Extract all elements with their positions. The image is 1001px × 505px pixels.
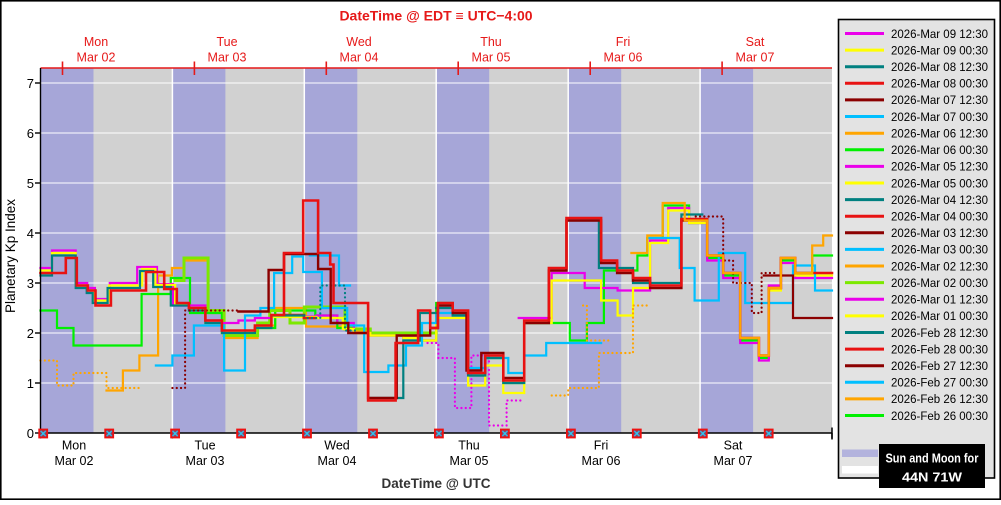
svg-text:Thu: Thu (458, 439, 480, 453)
svg-text:2026-Mar 07 00:30: 2026-Mar 07 00:30 (891, 110, 988, 124)
svg-text:2026-Mar 03 00:30: 2026-Mar 03 00:30 (891, 243, 988, 257)
svg-text:2026-Mar 06 00:30: 2026-Mar 06 00:30 (891, 143, 988, 157)
svg-text:4: 4 (27, 226, 34, 241)
svg-text:Mar 02: Mar 02 (55, 454, 94, 468)
svg-text:2026-Mar 08 12:30: 2026-Mar 08 12:30 (891, 60, 988, 74)
svg-text:Fri: Fri (594, 439, 609, 453)
svg-text:2026-Feb 27 12:30: 2026-Feb 27 12:30 (891, 359, 988, 373)
svg-text:44N 71W: 44N 71W (902, 470, 963, 485)
svg-text:Mar 03: Mar 03 (186, 454, 225, 468)
svg-text:Sat: Sat (724, 439, 743, 453)
svg-text:2026-Feb 28 00:30: 2026-Feb 28 00:30 (891, 342, 988, 356)
svg-text:Mar 07: Mar 07 (714, 454, 753, 468)
svg-text:2026-Feb 26 00:30: 2026-Feb 26 00:30 (891, 409, 988, 423)
svg-text:2026-Mar 08 00:30: 2026-Mar 08 00:30 (891, 77, 988, 91)
svg-text:Mar 06: Mar 06 (582, 454, 621, 468)
svg-text:DateTime @ UTC: DateTime @ UTC (382, 476, 491, 491)
svg-text:1: 1 (27, 376, 34, 391)
svg-text:2026-Mar 02 12:30: 2026-Mar 02 12:30 (891, 259, 988, 273)
svg-text:Sat: Sat (746, 35, 765, 49)
svg-text:2026-Mar 04 00:30: 2026-Mar 04 00:30 (891, 210, 988, 224)
svg-text:2026-Feb 27 00:30: 2026-Feb 27 00:30 (891, 376, 988, 390)
svg-text:Tue: Tue (216, 35, 237, 49)
svg-text:2026-Feb 28 12:30: 2026-Feb 28 12:30 (891, 326, 988, 340)
svg-text:2026-Mar 04 12:30: 2026-Mar 04 12:30 (891, 193, 988, 207)
svg-text:Wed: Wed (346, 35, 372, 49)
svg-text:Sun and Moon for: Sun and Moon for (886, 451, 979, 466)
svg-text:Mar 05: Mar 05 (472, 51, 511, 65)
svg-text:0: 0 (27, 426, 34, 441)
svg-text:Mar 05: Mar 05 (450, 454, 489, 468)
svg-text:Mar 03: Mar 03 (208, 51, 247, 65)
svg-text:2026-Mar 01 12:30: 2026-Mar 01 12:30 (891, 293, 988, 307)
svg-text:5: 5 (27, 176, 34, 191)
svg-text:2: 2 (27, 326, 34, 341)
svg-text:Mar 04: Mar 04 (318, 454, 357, 468)
svg-text:Mar 07: Mar 07 (736, 51, 775, 65)
svg-text:2026-Mar 01 00:30: 2026-Mar 01 00:30 (891, 309, 988, 323)
svg-text:2026-Mar 09 12:30: 2026-Mar 09 12:30 (891, 27, 988, 41)
svg-text:2026-Mar 02 00:30: 2026-Mar 02 00:30 (891, 276, 988, 290)
svg-text:2026-Mar 05 00:30: 2026-Mar 05 00:30 (891, 176, 988, 190)
svg-text:2026-Mar 06 12:30: 2026-Mar 06 12:30 (891, 127, 988, 141)
svg-text:7: 7 (27, 76, 34, 91)
svg-text:6: 6 (27, 126, 34, 141)
svg-text:Wed: Wed (324, 439, 350, 453)
svg-text:Mar 06: Mar 06 (604, 51, 643, 65)
svg-text:3: 3 (27, 276, 34, 291)
svg-text:2026-Mar 07 12:30: 2026-Mar 07 12:30 (891, 93, 988, 107)
svg-text:Mar 04: Mar 04 (340, 51, 379, 65)
svg-text:Planetary Kp Index: Planetary Kp Index (3, 199, 18, 313)
svg-text:DateTime @ EDT ≡ UTC−4:00: DateTime @ EDT ≡ UTC−4:00 (339, 8, 532, 24)
svg-text:Thu: Thu (480, 35, 502, 49)
svg-text:2026-Mar 05 12:30: 2026-Mar 05 12:30 (891, 160, 988, 174)
svg-text:2026-Mar 03 12:30: 2026-Mar 03 12:30 (891, 226, 988, 240)
svg-text:Tue: Tue (194, 439, 215, 453)
svg-text:Mar 02: Mar 02 (77, 51, 116, 65)
svg-text:Mon: Mon (84, 35, 108, 49)
svg-text:Fri: Fri (616, 35, 631, 49)
svg-text:Mon: Mon (62, 439, 86, 453)
svg-text:2026-Mar 09 00:30: 2026-Mar 09 00:30 (891, 43, 988, 57)
svg-text:2026-Feb 26 12:30: 2026-Feb 26 12:30 (891, 392, 988, 406)
